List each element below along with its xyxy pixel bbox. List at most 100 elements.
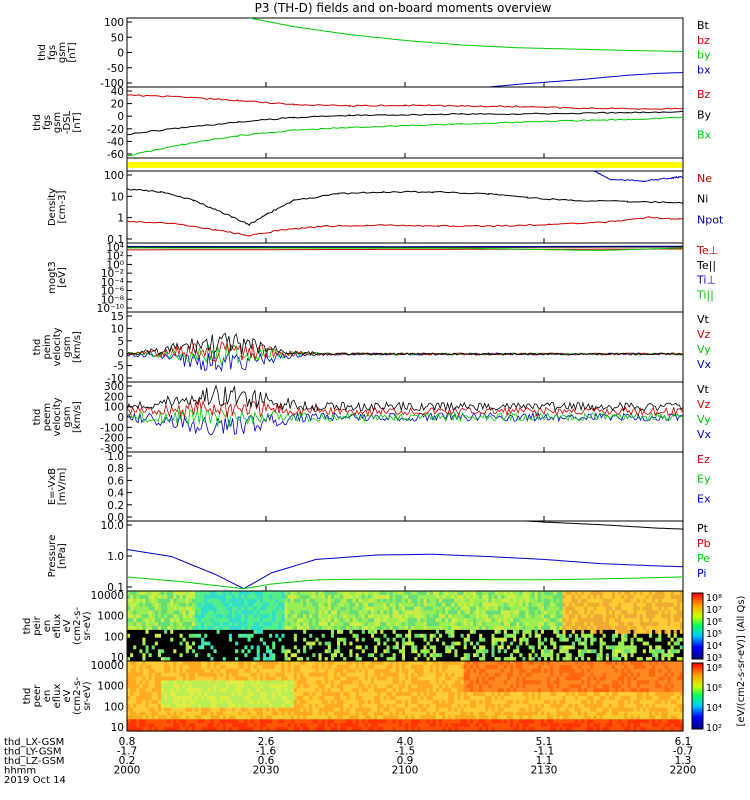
- heatmap-cell: [216, 696, 221, 701]
- heatmap-cell: [136, 672, 140, 678]
- heatmap-cell: [164, 618, 168, 623]
- heatmap-cell: [188, 668, 193, 674]
- heatmap-cell: [645, 602, 650, 608]
- heatmap-cell: [605, 598, 610, 604]
- heatmap-cell: [176, 602, 181, 608]
- heatmap-cell: [630, 637, 635, 643]
- heatmap-cell: [621, 637, 625, 643]
- heatmap-cell: [225, 606, 230, 612]
- heatmap-cell: [195, 664, 199, 670]
- heatmap-cell: [256, 707, 261, 713]
- heatmap-cell: [284, 696, 289, 701]
- heatmap-cell: [386, 622, 391, 627]
- heatmap-cell: [596, 629, 601, 635]
- heatmap-cell: [142, 680, 147, 685]
- heatmap-cell: [476, 637, 480, 643]
- heatmap-cell: [645, 633, 650, 639]
- heatmap-cell: [503, 626, 508, 631]
- heatmap-cell: [395, 641, 400, 647]
- heatmap-cell: [213, 715, 218, 720]
- y-tick-label: 15: [111, 311, 124, 323]
- heatmap-cell: [574, 610, 579, 615]
- heatmap-cell: [210, 684, 215, 689]
- heatmap-cell: [238, 626, 242, 631]
- heatmap-cell: [454, 626, 459, 631]
- heatmap-cell: [275, 696, 279, 701]
- heatmap-cell: [547, 633, 551, 639]
- heatmap-cell: [161, 723, 165, 728]
- heatmap-cell: [235, 715, 239, 720]
- heatmap-cell: [154, 602, 159, 608]
- heatmap-cell: [151, 606, 156, 612]
- heatmap-cell: [201, 727, 205, 732]
- heatmap-cell: [451, 610, 455, 615]
- heatmap-cell: [312, 598, 316, 604]
- heatmap-cell: [525, 653, 530, 658]
- heatmap-cell: [525, 610, 530, 615]
- velocity-trace: [126, 332, 684, 356]
- heatmap-cell: [463, 645, 468, 650]
- heatmap-cell: [537, 602, 542, 608]
- heatmap-cell: [374, 723, 378, 728]
- heatmap-cell: [337, 684, 341, 689]
- heatmap-cell: [275, 699, 279, 705]
- heatmap-cell: [380, 684, 384, 689]
- y-axis-label: [nPa]: [57, 543, 68, 569]
- heatmap-cell: [318, 672, 323, 678]
- heatmap-cell: [213, 657, 218, 662]
- heatmap-cell: [136, 633, 140, 639]
- heatmap-cell: [253, 645, 258, 650]
- heatmap-cell: [300, 594, 304, 600]
- heatmap-cell: [225, 696, 230, 701]
- y-tick-label: 100: [104, 631, 124, 643]
- heatmap-cell: [182, 626, 187, 631]
- heatmap-cell: [528, 614, 533, 619]
- heatmap-cell: [550, 598, 554, 604]
- y-axis-label: (cm2-s-: [72, 677, 83, 715]
- heatmap-cell: [337, 680, 341, 685]
- heatmap-cell: [167, 657, 171, 662]
- heatmap-cell: [337, 707, 341, 713]
- heatmap-cell: [278, 626, 283, 631]
- heatmap-cell: [466, 657, 471, 662]
- heatmap-cell: [408, 649, 412, 654]
- heatmap-cell: [367, 645, 372, 650]
- heatmap-cell: [667, 633, 672, 639]
- heatmap-cell: [389, 598, 394, 604]
- heatmap-cell: [364, 622, 369, 627]
- heatmap-cell: [540, 602, 545, 608]
- heatmap-cell: [127, 626, 131, 631]
- heatmap-cell: [534, 657, 539, 662]
- heatmap-cell: [250, 699, 255, 705]
- heatmap-cell: [284, 594, 289, 600]
- heatmap-cell: [176, 715, 181, 720]
- heatmap-cell: [266, 680, 270, 685]
- heatmap-cell: [306, 723, 310, 728]
- heatmap-cell: [210, 699, 215, 705]
- heatmap-cell: [337, 606, 341, 612]
- heatmap-cell: [327, 591, 332, 596]
- heatmap-cell: [191, 707, 196, 713]
- heatmap-cell: [293, 715, 298, 720]
- heatmap-cell: [179, 594, 184, 600]
- heatmap-cell: [318, 591, 323, 596]
- heatmap-cell: [130, 696, 134, 701]
- heatmap-cell: [266, 598, 270, 604]
- heatmap-cell: [371, 649, 375, 654]
- heatmap-cell: [275, 633, 279, 639]
- heatmap-cell: [476, 641, 480, 647]
- heatmap-cell: [324, 703, 329, 709]
- heatmap-cell: [154, 626, 159, 631]
- heatmap-cell: [340, 618, 344, 623]
- heatmap-cell: [191, 699, 196, 705]
- heatmap-cell: [340, 707, 344, 713]
- heatmap-cell: [130, 610, 134, 615]
- heatmap-cell: [161, 614, 165, 619]
- y-axis-label: thd: [32, 409, 43, 426]
- heatmap-cell: [133, 711, 137, 717]
- heatmap-cell: [213, 719, 218, 724]
- heatmap-cell: [429, 633, 434, 639]
- heatmap-cell: [337, 668, 341, 674]
- heatmap-cell: [318, 614, 323, 619]
- heatmap-cell: [250, 707, 255, 713]
